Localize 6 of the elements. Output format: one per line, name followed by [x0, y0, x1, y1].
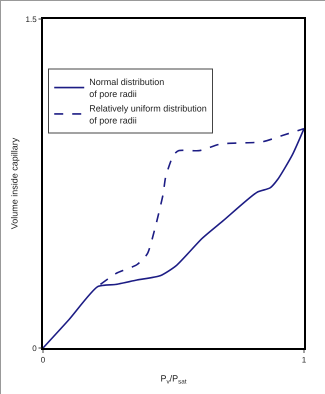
legend-label: Normal distribution of pore radii: [89, 77, 164, 99]
x-axis-title: P$_{v}$/P$_{sat}$: [160, 374, 187, 386]
legend-label: Relatively uniform distribution of pore radii: [89, 104, 207, 126]
x-tick-label: 1: [302, 355, 307, 364]
y-tick-label: 1.5: [26, 14, 38, 24]
y-axis-title: Volume inside capillary: [9, 137, 20, 230]
